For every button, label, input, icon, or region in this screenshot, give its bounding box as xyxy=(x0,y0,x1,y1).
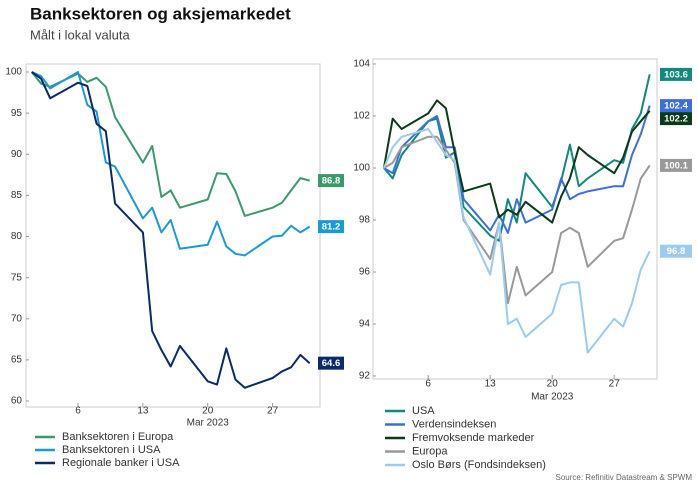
y-tick-label: 102 xyxy=(353,111,370,122)
y-tick-label: 80 xyxy=(11,231,23,242)
legend-label: Fremvoksende markeder xyxy=(412,432,535,444)
end-label-box xyxy=(660,158,692,172)
y-tick-label: 70 xyxy=(11,313,23,324)
legend-label: Banksektoren i Europa xyxy=(62,431,174,443)
subtitle: Målt i lokal valuta xyxy=(30,27,130,42)
end-label-box xyxy=(318,174,344,188)
y-tick-label: 98 xyxy=(359,215,371,226)
y-tick-label: 104 xyxy=(353,59,370,70)
end-label-box xyxy=(660,112,692,126)
end-label: 81.2 xyxy=(322,222,341,233)
series-line xyxy=(383,105,651,234)
end-label: 86.8 xyxy=(322,176,341,187)
end-label-box xyxy=(660,244,692,258)
y-tick-label: 60 xyxy=(11,396,23,407)
y-tick-label: 65 xyxy=(11,355,23,366)
series-line xyxy=(30,71,310,217)
y-tick-label: 92 xyxy=(359,371,371,382)
end-label: 102.4 xyxy=(664,101,688,112)
series-line xyxy=(31,71,311,257)
plot-frame xyxy=(372,58,658,380)
x-tick-label: 6 xyxy=(75,406,81,417)
end-label-box xyxy=(660,67,692,81)
series-line xyxy=(382,128,651,354)
y-tick-label: 100 xyxy=(5,67,22,78)
x-tick-label: 27 xyxy=(267,406,279,417)
legend-label: Verdensindeksen xyxy=(412,418,496,430)
x-tick-label: 13 xyxy=(485,379,497,390)
source: Source: Refinitiv Datastream & SPWM xyxy=(556,473,693,482)
legend-label: USA xyxy=(412,405,435,417)
x-tick-label: 27 xyxy=(609,379,621,390)
legend-label: Banksektoren i USA xyxy=(62,444,161,456)
end-label: 103.6 xyxy=(664,69,688,80)
series-line xyxy=(382,99,651,224)
plot-frame xyxy=(25,63,321,408)
end-label: 64.6 xyxy=(322,358,341,369)
end-label: 96.8 xyxy=(667,246,686,257)
end-label-box xyxy=(318,356,344,370)
x-tick-label: 6 xyxy=(425,379,431,390)
x-axis-label: Mar 2023 xyxy=(531,392,574,403)
y-tick-label: 94 xyxy=(359,319,371,330)
series-line xyxy=(31,71,311,389)
y-tick-label: 96 xyxy=(359,267,371,278)
legend-label: Europa xyxy=(412,445,448,457)
x-tick-label: 20 xyxy=(547,379,559,390)
legend-label: Regionale banker i USA xyxy=(62,457,180,469)
x-tick-label: 20 xyxy=(202,406,214,417)
y-tick-label: 85 xyxy=(11,190,23,201)
end-label: 100.1 xyxy=(664,160,688,171)
series-line xyxy=(383,74,651,242)
end-label: 102.2 xyxy=(664,114,688,125)
title: Banksektoren og aksjemarkedet xyxy=(30,4,291,23)
y-tick-label: 75 xyxy=(11,272,23,283)
legend-label: Oslo Børs (Fondsindeksen) xyxy=(412,459,546,471)
x-axis-label: Mar 2023 xyxy=(187,418,230,429)
end-label-box xyxy=(318,220,344,234)
y-tick-label: 90 xyxy=(11,149,23,160)
y-tick-label: 95 xyxy=(11,108,23,119)
y-tick-label: 100 xyxy=(353,163,370,174)
end-label-box xyxy=(660,99,692,113)
x-tick-label: 13 xyxy=(137,406,149,417)
